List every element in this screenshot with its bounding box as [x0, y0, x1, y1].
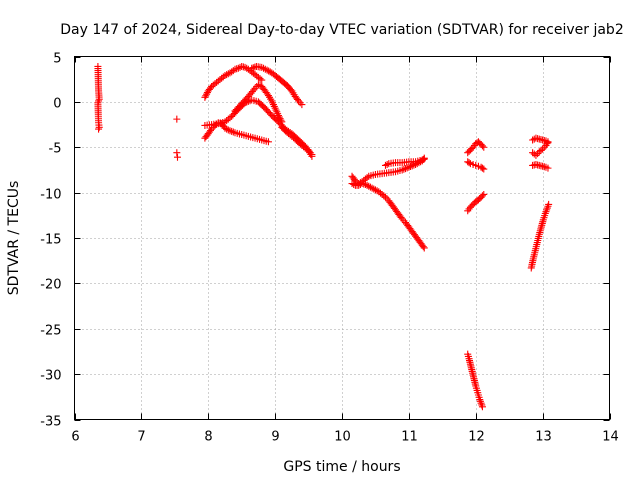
x-tick-label: 7 — [137, 430, 145, 445]
data-point-marker — [277, 116, 285, 124]
data-point-marker — [250, 86, 258, 94]
data-point-marker — [534, 150, 542, 158]
y-tick-labels: 5 0 -5 -10 -15 -20 -25 -30 -35 — [40, 52, 61, 430]
data-point-marker — [173, 115, 181, 123]
y-tick-label: -15 — [40, 233, 61, 248]
data-point-marker — [229, 128, 237, 136]
data-point-marker — [203, 90, 211, 98]
data-point-marker — [95, 125, 103, 133]
data-point-marker — [537, 146, 545, 154]
data-point-marker — [478, 142, 486, 150]
x-tick-label: 12 — [468, 430, 485, 445]
data-point-marker — [241, 63, 249, 71]
data-point-marker — [544, 138, 552, 146]
y-tick-label: 5 — [53, 52, 61, 67]
data-point-marker — [529, 136, 537, 144]
data-point-marker — [308, 152, 316, 160]
data-point-marker — [224, 70, 232, 78]
data-point-marker — [249, 64, 257, 72]
axis-ticks — [74, 56, 611, 421]
y-tick-label: -25 — [40, 324, 61, 339]
y-tick-label: 0 — [53, 97, 61, 112]
x-tick-label: 8 — [204, 430, 212, 445]
data-point-marker — [258, 63, 266, 71]
data-point-marker — [545, 200, 553, 208]
data-point-marker — [258, 76, 266, 84]
data-point-marker — [202, 92, 210, 100]
y-tick-label: -5 — [49, 142, 62, 157]
data-point-marker — [228, 127, 236, 135]
x-tick-label: 13 — [535, 430, 552, 445]
data-point-marker — [478, 164, 486, 172]
data-point-marker — [224, 126, 232, 134]
data-point-marker — [275, 113, 283, 121]
data-point-marker — [363, 174, 371, 182]
chart-title: Day 147 of 2024, Sidereal Day-to-day VTE… — [60, 22, 623, 38]
y-tick-label: -30 — [40, 369, 61, 384]
x-tick-label: 11 — [401, 430, 418, 445]
data-point-marker — [298, 101, 306, 109]
data-point-marker — [226, 127, 234, 135]
x-tick-labels: 6 7 8 9 10 11 12 13 14 — [71, 430, 618, 445]
data-point-marker — [420, 155, 428, 163]
y-axis-label: SDTVAR / TECUs — [6, 181, 22, 296]
data-point-marker — [478, 403, 486, 411]
data-point-marker — [274, 111, 282, 119]
data-point-marker — [173, 153, 181, 161]
x-tick-label: 14 — [602, 430, 619, 445]
data-points — [94, 62, 553, 411]
data-point-marker — [402, 165, 410, 173]
data-point-marker — [419, 243, 427, 251]
x-tick-label: 6 — [71, 430, 79, 445]
data-point-marker — [480, 165, 488, 173]
data-point-marker — [276, 115, 284, 123]
data-point-marker — [256, 75, 264, 83]
grid-lines — [74, 56, 610, 420]
data-point-marker — [398, 166, 406, 174]
data-point-marker — [223, 125, 231, 133]
data-point-marker — [173, 149, 181, 157]
data-point-marker — [400, 165, 408, 173]
data-point-marker — [403, 164, 411, 172]
data-point-marker — [380, 192, 388, 200]
x-tick-label: 10 — [334, 430, 351, 445]
data-point-marker — [248, 64, 256, 72]
y-tick-label: -35 — [40, 415, 61, 430]
x-axis-label: GPS time / hours — [283, 459, 400, 475]
data-point-marker — [408, 162, 416, 170]
data-point-marker — [544, 164, 552, 172]
data-point-marker — [478, 192, 486, 200]
data-point-marker — [480, 143, 488, 151]
data-point-marker — [465, 159, 473, 167]
x-tick-label: 9 — [271, 430, 279, 445]
data-point-marker — [201, 93, 209, 101]
y-tick-label: -10 — [40, 188, 61, 203]
data-point-marker — [254, 81, 262, 89]
data-point-marker — [420, 244, 428, 252]
data-point-marker — [407, 163, 415, 171]
data-point-marker — [264, 138, 272, 146]
data-point-marker — [480, 190, 488, 198]
y-tick-label: -20 — [40, 278, 61, 293]
data-point-marker — [383, 160, 391, 168]
